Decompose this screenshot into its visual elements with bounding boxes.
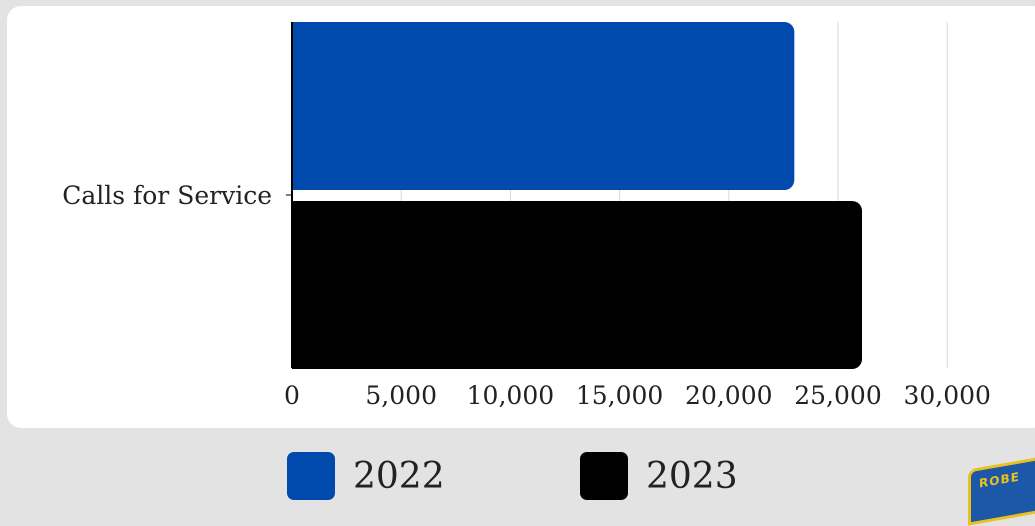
x-tick-label: 15,000 (576, 381, 663, 410)
bar-2023 (292, 201, 862, 369)
bar-2022 (292, 22, 794, 190)
x-tick-label: 5,000 (365, 381, 437, 410)
category-label: Calls for Service (62, 181, 272, 210)
x-tick-label: 25,000 (794, 381, 881, 410)
legend-label-2023: 2023 (646, 456, 738, 497)
x-tick-label: 20,000 (685, 381, 772, 410)
legend-swatch-2022 (287, 452, 335, 500)
legend-label-2022: 2022 (353, 456, 445, 497)
legend-item-2023: 2023 (580, 452, 738, 500)
x-tick-label: 30,000 (903, 381, 990, 410)
bar-chart: 0 5,000 10,000 15,000 20,000 25,000 30,000 (0, 0, 1035, 500)
x-tick-label: 10,000 (467, 381, 554, 410)
legend-item-2022: 2022 (287, 452, 445, 500)
badge-text: ROBE (979, 469, 1020, 490)
legend-swatch-2023 (580, 452, 628, 500)
x-tick-label: 0 (284, 381, 300, 410)
